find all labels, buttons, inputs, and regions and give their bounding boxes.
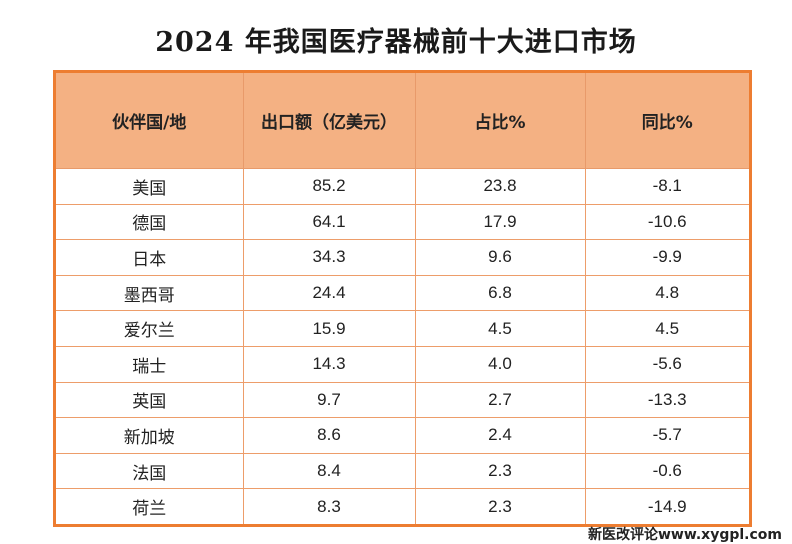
cell-yoy: 4.8 bbox=[585, 275, 749, 312]
cell-yoy: -9.9 bbox=[585, 239, 749, 276]
table-row: 美国 85.2 23.8 -8.1 bbox=[56, 168, 749, 205]
table-row: 墨西哥 24.4 6.8 4.8 bbox=[56, 275, 749, 312]
cell-yoy: -5.7 bbox=[585, 417, 749, 454]
cell-share: 23.8 bbox=[415, 168, 586, 205]
table-row: 新加坡 8.6 2.4 -5.7 bbox=[56, 417, 749, 454]
cell-amount: 14.3 bbox=[243, 346, 416, 383]
cell-amount: 64.1 bbox=[243, 204, 416, 241]
header-partner: 伙伴国/地 bbox=[56, 73, 244, 169]
cell-amount: 24.4 bbox=[243, 275, 416, 312]
table-row: 法国 8.4 2.3 -0.6 bbox=[56, 453, 749, 490]
table-row: 日本 34.3 9.6 -9.9 bbox=[56, 239, 749, 276]
page-title: 2024 年我国医疗器械前十大进口市场 bbox=[155, 27, 637, 58]
cell-partner: 瑞士 bbox=[56, 346, 244, 383]
cell-partner: 日本 bbox=[56, 239, 244, 276]
cell-yoy: 4.5 bbox=[585, 310, 749, 347]
data-table-frame: 伙伴国/地 出口额（亿美元） 占比% 同比% 美国 85.2 23.8 -8.1… bbox=[53, 70, 752, 527]
header-share: 占比% bbox=[415, 73, 586, 169]
table-row: 德国 64.1 17.9 -10.6 bbox=[56, 204, 749, 241]
table-header-row: 伙伴国/地 出口额（亿美元） 占比% 同比% bbox=[56, 73, 749, 169]
cell-yoy: -5.6 bbox=[585, 346, 749, 383]
cell-partner: 德国 bbox=[56, 204, 244, 241]
cell-share: 17.9 bbox=[415, 204, 586, 241]
cell-yoy: -14.9 bbox=[647, 496, 687, 516]
cell-share: 4.0 bbox=[415, 346, 586, 383]
cell-amount: 15.9 bbox=[243, 310, 416, 347]
cell-partner: 法国 bbox=[56, 453, 244, 490]
table-row: 瑞士 14.3 4.0 -5.6 bbox=[56, 346, 749, 383]
cell-share: 2.3 bbox=[415, 453, 586, 490]
cell-amount: 9.7 bbox=[243, 382, 416, 419]
table-row: 英国 9.7 2.7 -13.3 bbox=[56, 382, 749, 419]
cell-amount: 8.4 bbox=[243, 453, 416, 490]
cell-amount: 85.2 bbox=[243, 168, 416, 205]
cell-amount: 8.3 bbox=[243, 488, 416, 524]
cell-yoy: -13.3 bbox=[585, 382, 749, 419]
cell-partner: 新加坡 bbox=[56, 417, 244, 454]
cell-amount: 34.3 bbox=[243, 239, 416, 276]
cell-partner: 英国 bbox=[56, 382, 244, 419]
watermark-text: 新医改评论www.xygpl.com bbox=[587, 527, 782, 543]
cell-amount: 8.6 bbox=[243, 417, 416, 454]
header-yoy: 同比% bbox=[585, 73, 749, 169]
cell-partner: 荷兰 bbox=[56, 488, 244, 524]
cell-yoy: -0.6 bbox=[585, 453, 749, 490]
cell-share: 2.3 bbox=[415, 488, 586, 524]
cell-share: 6.8 bbox=[415, 275, 586, 312]
cell-share: 2.7 bbox=[415, 382, 586, 419]
cell-partner: 墨西哥 bbox=[56, 275, 244, 312]
cell-share: 9.6 bbox=[415, 239, 586, 276]
header-amount: 出口额（亿美元） bbox=[243, 73, 416, 169]
cell-yoy: -10.6 bbox=[585, 204, 749, 241]
cell-share: 4.5 bbox=[415, 310, 586, 347]
cell-yoy: -8.1 bbox=[585, 168, 749, 205]
import-markets-table: 伙伴国/地 出口额（亿美元） 占比% 同比% 美国 85.2 23.8 -8.1… bbox=[56, 73, 749, 524]
cell-partner: 爱尔兰 bbox=[56, 310, 244, 347]
table-row: 荷兰 8.3 2.3 -14.9 bbox=[56, 488, 749, 524]
cell-partner: 美国 bbox=[56, 168, 244, 205]
cell-share: 2.4 bbox=[415, 417, 586, 454]
table-row: 爱尔兰 15.9 4.5 4.5 bbox=[56, 310, 749, 347]
